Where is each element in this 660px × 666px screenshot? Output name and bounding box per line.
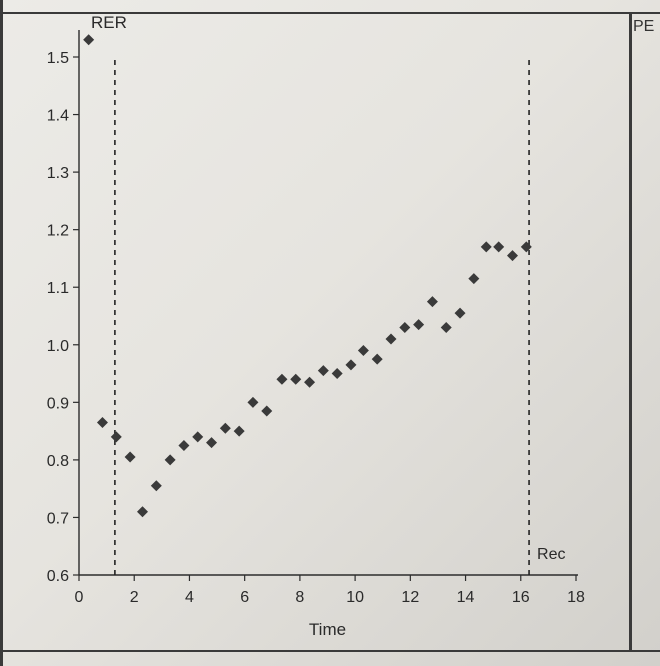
data-point: [520, 241, 532, 253]
data-point: [304, 376, 316, 388]
data-point: [399, 322, 411, 334]
data-point: [413, 319, 425, 331]
data-point: [150, 480, 162, 492]
data-point: [454, 307, 466, 319]
y-tick-label: 1.0: [47, 338, 69, 355]
x-tick-label: 0: [75, 589, 84, 606]
y-tick-label: 0.7: [47, 510, 69, 527]
cut-off-column-header: PE: [633, 18, 655, 35]
y-tick-label: 1.4: [47, 108, 69, 125]
data-point: [480, 241, 492, 253]
data-point: [96, 416, 108, 428]
data-points: [83, 34, 532, 518]
data-point: [506, 250, 518, 262]
data-point: [124, 451, 136, 463]
data-point: [357, 345, 369, 357]
data-point: [164, 454, 176, 466]
x-tick-label: 14: [457, 589, 475, 606]
table-border-divider: [629, 12, 632, 652]
data-point: [317, 365, 329, 377]
reference-lines: Rec: [114, 60, 566, 575]
data-point: [468, 273, 480, 285]
y-axis-title: RER: [91, 13, 127, 32]
data-point: [192, 431, 204, 443]
reference-line-label: Rec: [537, 546, 565, 563]
data-point: [137, 506, 149, 518]
x-axis-title: Time: [309, 620, 346, 639]
x-tick-label: 12: [401, 589, 419, 606]
data-point: [385, 333, 397, 345]
x-tick-label: 4: [185, 589, 194, 606]
data-point: [110, 431, 122, 443]
data-point: [493, 241, 505, 253]
data-point: [371, 353, 383, 365]
axis-ticks: 0 2 4 6 8 10 12 14 16 18 0.6 0.7 0.8 0.9 1.0 1.1 1.2 1.3 1…: [47, 50, 585, 606]
x-tick-label: 8: [295, 589, 304, 606]
data-point: [345, 359, 357, 371]
data-point: [440, 322, 452, 334]
y-tick-label: 0.9: [47, 395, 69, 412]
data-point: [290, 373, 302, 385]
table-border-bottom: [0, 650, 660, 652]
x-tick-label: 10: [346, 589, 364, 606]
y-tick-label: 1.5: [47, 50, 69, 67]
data-point: [331, 368, 343, 380]
data-point: [178, 440, 190, 451]
table-border-top: [0, 12, 660, 14]
data-point: [276, 373, 288, 385]
y-tick-label: 1.2: [47, 223, 69, 240]
y-tick-label: 0.8: [47, 453, 69, 470]
x-tick-label: 6: [240, 589, 249, 606]
x-tick-label: 2: [130, 589, 139, 606]
y-tick-label: 1.3: [47, 165, 69, 182]
x-tick-label: 16: [512, 589, 530, 606]
data-point: [219, 422, 231, 434]
y-tick-label: 0.6: [47, 568, 69, 585]
data-point: [426, 296, 438, 308]
data-point: [247, 396, 259, 408]
data-point: [206, 437, 218, 449]
data-point: [261, 405, 273, 417]
data-point: [83, 34, 95, 46]
table-border-left: [0, 0, 3, 666]
data-point: [233, 425, 245, 437]
x-tick-label: 18: [567, 589, 585, 606]
y-tick-label: 1.1: [47, 280, 69, 297]
